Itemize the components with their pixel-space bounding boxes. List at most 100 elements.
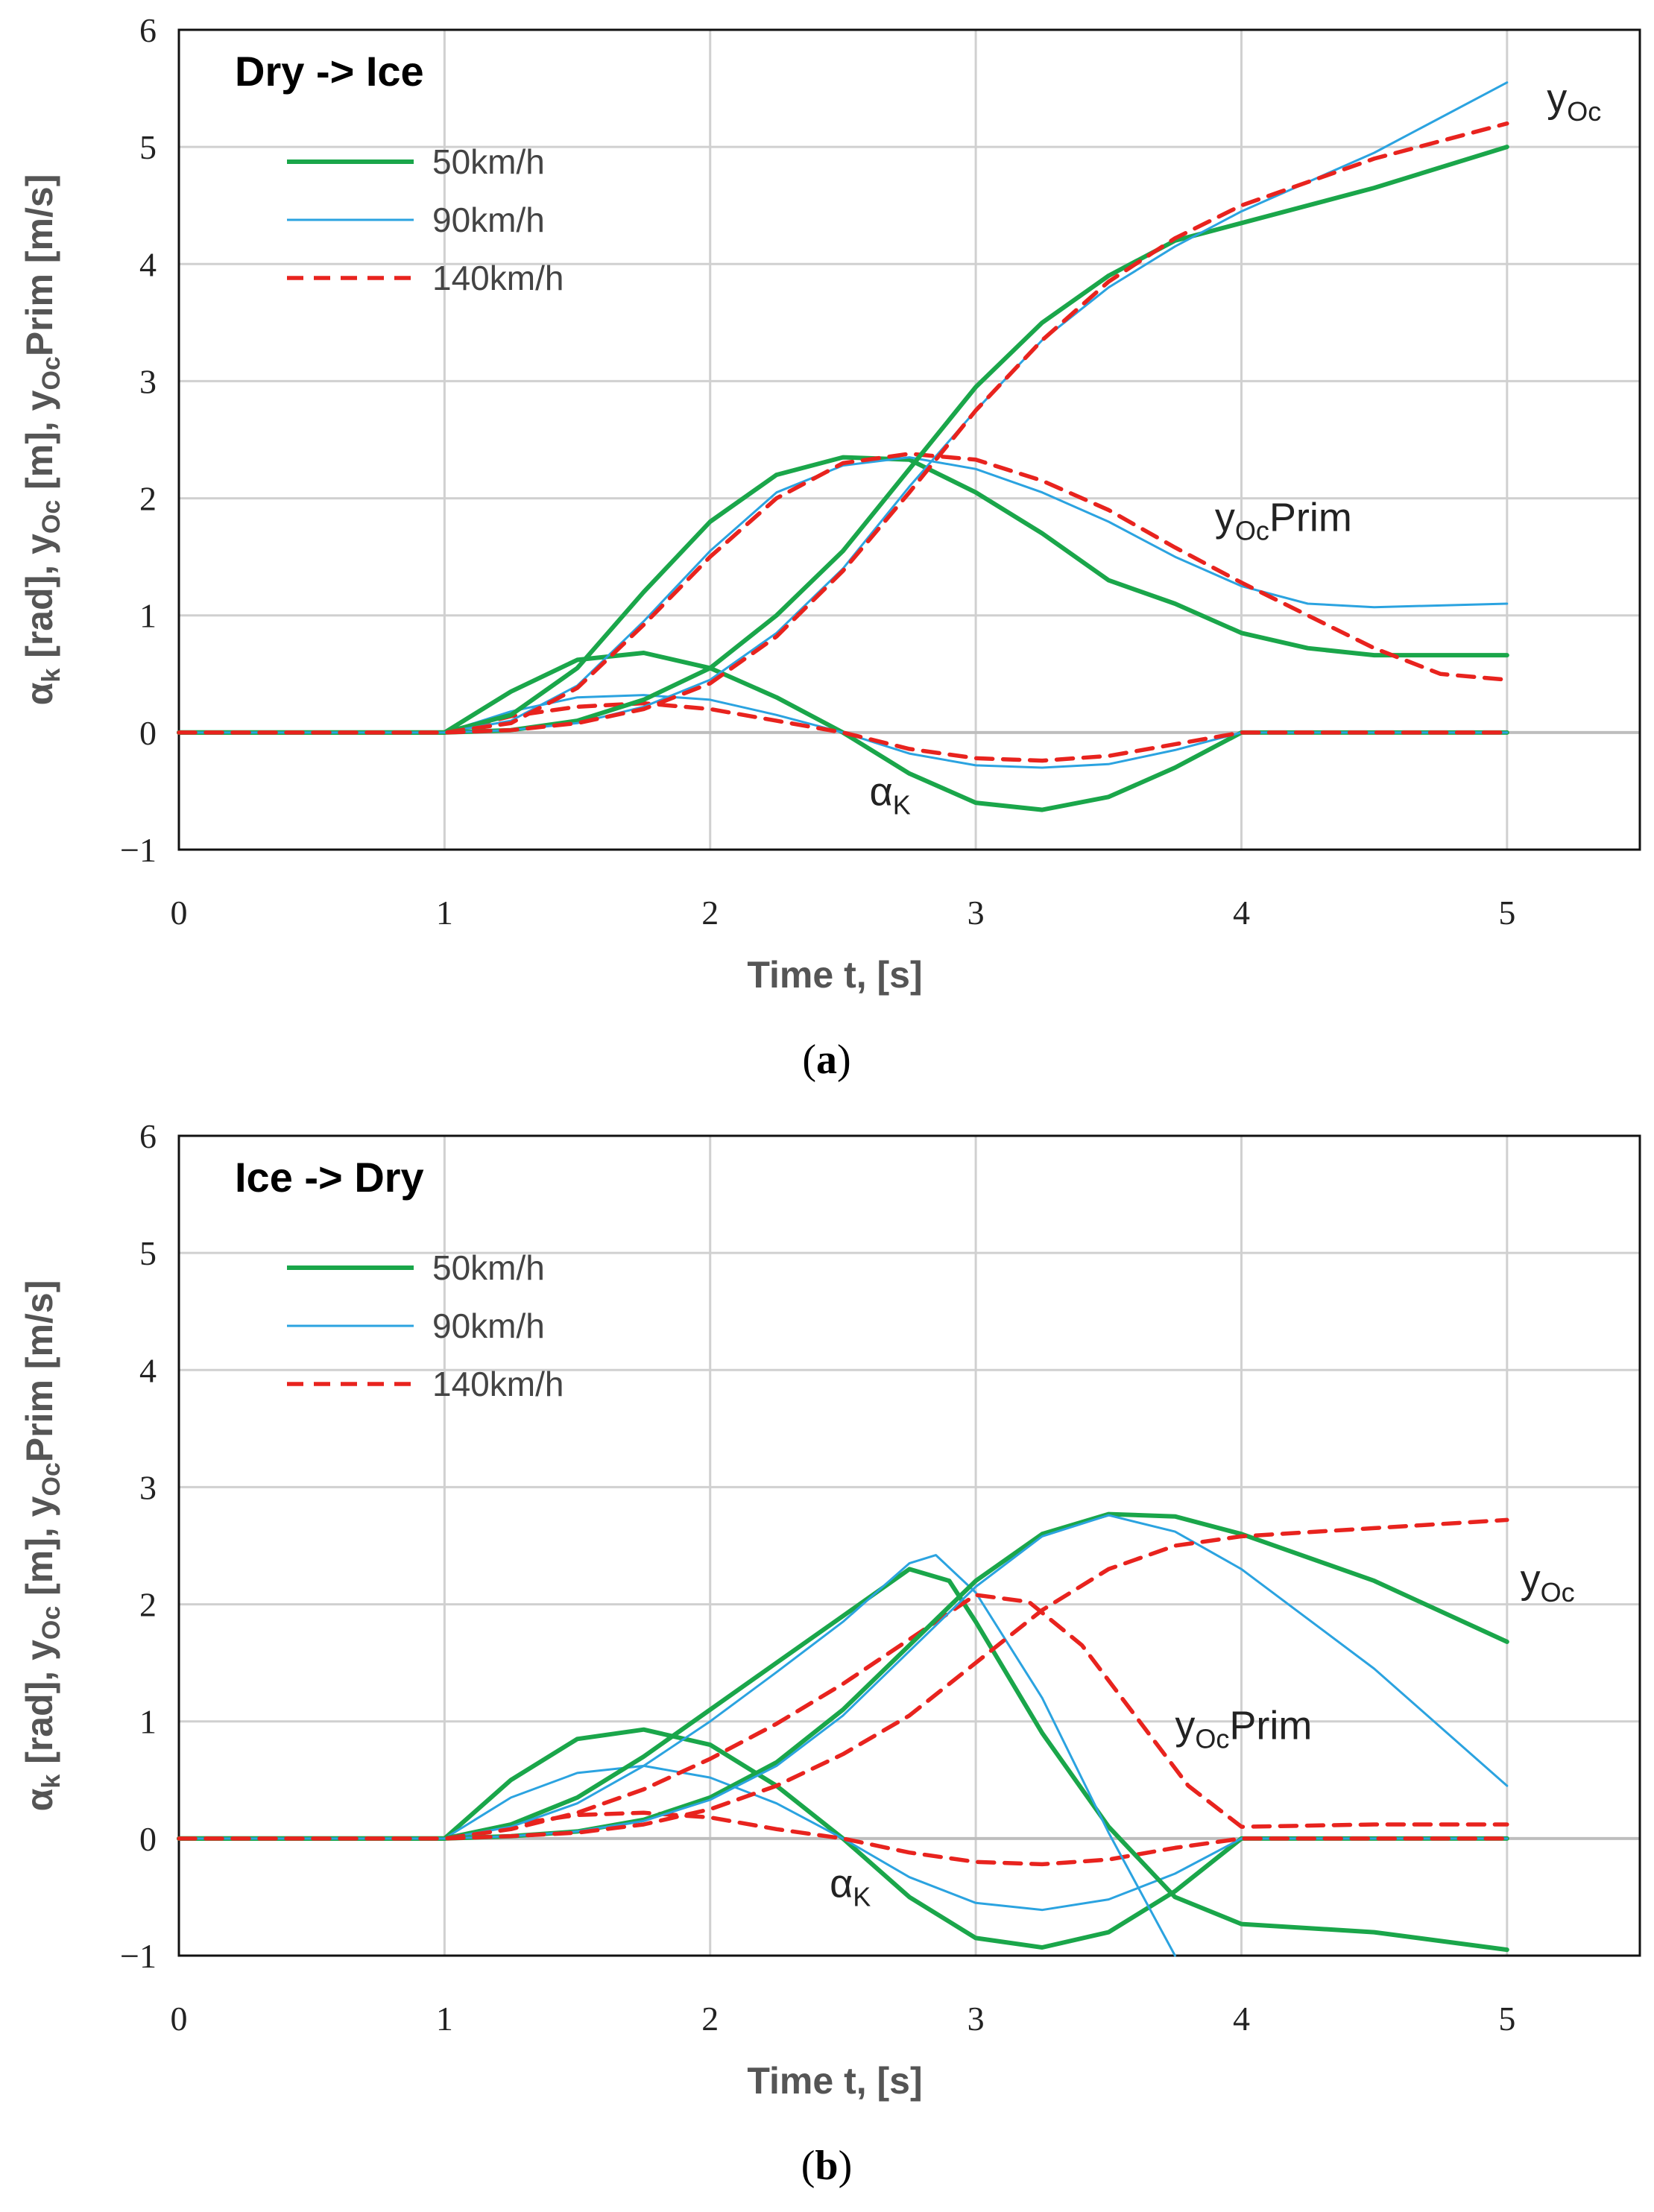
- annotation-yoc: yOc: [1521, 1557, 1575, 1608]
- series-line-yoc-140km-h: [177, 121, 1509, 735]
- caption-open: (: [801, 2143, 815, 2189]
- y-tick-label: 4: [139, 245, 157, 283]
- x-tick-label: 3: [968, 2000, 985, 2038]
- chart-svg-b: 0 1 2 3 4 5 −1 0 1 2 3 4 5 6 Time t, [s] αk [rad], yOc …: [19, 1117, 1641, 2189]
- x-axis-title: Time t, [s]: [747, 2060, 922, 2102]
- annotation-sub: K: [853, 1881, 871, 1912]
- series-line-yocprim-50km-h: [177, 1567, 1509, 1953]
- y-axis-title-part: [rad], y: [19, 1640, 60, 1775]
- x-tick-label: 0: [171, 894, 188, 932]
- series-line-yocprim-140km-h: [177, 1593, 1509, 1841]
- y-axis-title-part: α: [19, 682, 60, 705]
- y-axis-title-sub: k: [37, 669, 66, 683]
- series-line-yoc-50km-h: [177, 145, 1509, 735]
- y-axis-title-part: Prim [m/s]: [19, 1280, 60, 1463]
- series-line-alpha-k-140km-h: [177, 701, 1509, 763]
- grid: [177, 28, 1640, 851]
- y-axis-title-part: α: [19, 1788, 60, 1811]
- y-axis-title-part: Prim [m/s]: [19, 174, 60, 357]
- x-tick-label: 1: [436, 2000, 453, 2038]
- y-tick-label: 1: [139, 1703, 157, 1741]
- series-line-yoc-140km-h: [177, 1517, 1509, 1841]
- y-tick-label: 3: [139, 362, 157, 400]
- y-axis-title-part: [rad], y: [19, 534, 60, 669]
- caption-letter: a: [816, 1037, 837, 1083]
- series-line-yoc-90km-h: [177, 1514, 1509, 1840]
- y-tick-label: 1: [139, 597, 157, 635]
- chart-panel-b: 0 1 2 3 4 5 −1 0 1 2 3 4 5 6 Time t, [s] αk [rad], yOc …: [0, 1106, 1654, 2212]
- y-axis-title-sub: k: [37, 1775, 66, 1789]
- panel-title: Dry -> Ice: [235, 48, 424, 95]
- caption-letter: b: [815, 2143, 838, 2189]
- annotation-alpha: αK: [870, 769, 911, 820]
- y-axis-title: αk [rad], yOc [m], yOcPrim [m/s]: [19, 174, 66, 706]
- series-line-alpha-k-140km-h: [177, 1810, 1509, 1867]
- y-tick-label: 5: [139, 128, 157, 166]
- series-line-alpha-k-50km-h: [177, 1727, 1509, 1950]
- y-tick-label: 2: [139, 480, 157, 518]
- y-axis-title: αk [rad], yOc [m], yOcPrim [m/s]: [19, 1280, 66, 1812]
- x-tick-label: 2: [701, 894, 719, 932]
- plot-area-frame: [177, 28, 1641, 851]
- y-tick-label: 2: [139, 1586, 157, 1624]
- annotation-sub: Oc: [1567, 96, 1601, 127]
- grid: [177, 1134, 1640, 1957]
- y-tick-label: 6: [139, 1117, 157, 1155]
- x-axis-title: Time t, [s]: [747, 954, 922, 996]
- series-group: [177, 81, 1509, 812]
- legend: 50km/h 90km/h 140km/h: [287, 142, 564, 297]
- y-axis-title-part: [m], y: [19, 1496, 60, 1605]
- chart-svg-a: 0 1 2 3 4 5 −1 0 1 2 3 4 5 6 Time t, [s] αk [rad], yOc …: [19, 11, 1641, 1083]
- caption-close: ): [837, 1037, 851, 1083]
- x-tick-label: 4: [1233, 2000, 1250, 2038]
- annotation-sub: Oc: [1235, 516, 1269, 546]
- legend-label: 50km/h: [432, 1248, 545, 1287]
- figure-caption: (b): [801, 2143, 852, 2189]
- annotation-tail: Prim: [1229, 1703, 1312, 1748]
- annotation-sub: Oc: [1195, 1723, 1229, 1754]
- panel-title: Ice -> Dry: [235, 1154, 424, 1201]
- legend-label: 140km/h: [432, 259, 564, 297]
- legend-label: 140km/h: [432, 1365, 564, 1403]
- legend-label: 50km/h: [432, 142, 545, 181]
- y-tick-label: 3: [139, 1468, 157, 1506]
- y-tick-label: 0: [139, 714, 157, 752]
- series-group: [177, 1511, 1509, 1957]
- series-line-yocprim-140km-h: [177, 452, 1509, 735]
- annotation-main: α: [870, 769, 893, 814]
- legend: 50km/h 90km/h 140km/h: [287, 1248, 564, 1403]
- series-line-yoc-50km-h: [177, 1511, 1509, 1841]
- y-tick-label: −1: [120, 831, 157, 869]
- y-axis-title-sub: Oc: [37, 1606, 66, 1640]
- y-tick-label: −1: [120, 1937, 157, 1975]
- y-axis-title-sub: Oc: [37, 356, 66, 390]
- series-line-yocprim-90km-h: [177, 1554, 1176, 1957]
- chart-panel-a: 0 1 2 3 4 5 −1 0 1 2 3 4 5 6 Time t, [s] αk [rad], yOc …: [19, 11, 1641, 1083]
- annotation-yoc: yOc: [1547, 76, 1601, 127]
- annotation-alpha: αK: [830, 1861, 871, 1912]
- y-axis-title-sub: Oc: [37, 1462, 66, 1496]
- y-tick-label: 5: [139, 1234, 157, 1272]
- x-tick-label: 0: [171, 2000, 188, 2038]
- x-tick-label: 1: [436, 894, 453, 932]
- y-tick-label: 0: [139, 1820, 157, 1858]
- annotation-sub: Oc: [1541, 1577, 1575, 1608]
- annotation-main: y: [1547, 76, 1567, 121]
- caption-open: (: [802, 1037, 816, 1083]
- annotation-tail: Prim: [1269, 496, 1352, 540]
- legend-label: 90km/h: [432, 200, 545, 239]
- series-line-alpha-k-50km-h: [177, 651, 1509, 812]
- annotation-main: y: [1215, 496, 1235, 540]
- y-tick-label: 4: [139, 1351, 157, 1389]
- annotation-yocprim: yOcPrim: [1215, 496, 1352, 546]
- annotation-sub: K: [893, 789, 911, 820]
- y-tick-label: 6: [139, 11, 157, 49]
- series-line-yocprim-50km-h: [177, 455, 1509, 735]
- x-tick-label: 2: [701, 2000, 719, 2038]
- annotation-main: y: [1175, 1703, 1195, 1748]
- plot-area-frame: [177, 1134, 1641, 1957]
- legend-label: 90km/h: [432, 1306, 545, 1345]
- x-tick-label: 3: [968, 894, 985, 932]
- y-axis-title-sub: Oc: [37, 500, 66, 534]
- x-tick-label: 5: [1498, 2000, 1515, 2038]
